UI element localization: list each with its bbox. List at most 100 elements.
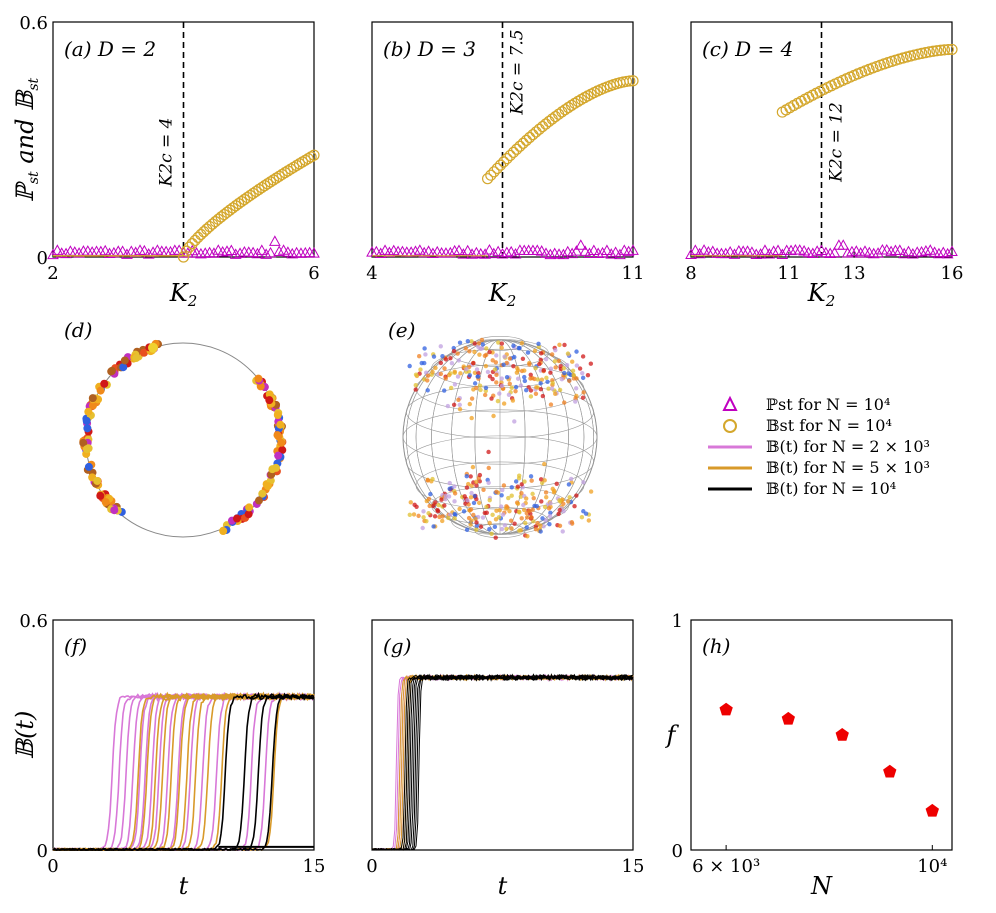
oscillator-point [507, 356, 513, 361]
oscillator-point [489, 396, 494, 401]
oscillator-point [486, 465, 491, 471]
y-tick-label: 0.6 [19, 611, 48, 632]
p-st-point [872, 247, 884, 258]
b-st-point [282, 165, 294, 177]
p-st-point [854, 247, 867, 258]
p-st-point [627, 244, 639, 255]
oscillator-point [424, 498, 430, 504]
b-t-series-line [371, 673, 634, 851]
p-st-point [492, 245, 504, 257]
oscillator-point [467, 349, 472, 354]
oscillator-point [132, 354, 141, 363]
oscillator-point [499, 341, 505, 346]
p-st-point [487, 247, 500, 259]
panel-d [79, 339, 287, 538]
p-st-point [431, 245, 444, 257]
oscillator-point [425, 478, 430, 483]
b-st-point [305, 151, 317, 163]
oscillator-point [567, 378, 572, 383]
b-t-series-line [371, 674, 634, 851]
oscillator-point [477, 352, 482, 357]
b-st-point [285, 163, 297, 175]
oscillator-point [560, 529, 565, 534]
oscillator-point [487, 374, 493, 379]
p-st-point [501, 246, 513, 258]
oscillator-point [516, 476, 522, 481]
oscillator-point [558, 364, 563, 369]
b-st-point [291, 159, 303, 172]
b-st-point [624, 75, 636, 87]
oscillator-point [550, 380, 555, 386]
x-tick-label: 4 [366, 263, 377, 284]
p-st-point [837, 239, 850, 250]
oscillator-point [468, 522, 473, 527]
oscillator-point [438, 371, 444, 377]
oscillator-point [277, 438, 286, 447]
p-st-point [763, 248, 776, 259]
b-st-point [267, 174, 279, 186]
p-st-point [693, 247, 706, 259]
oscillator-point [427, 503, 432, 509]
b-st-point [183, 241, 195, 253]
x-axis-label-sub: 2 [825, 292, 836, 310]
oscillator-point [543, 490, 549, 495]
p-st-point [73, 247, 85, 258]
y-tick-label: 0.6 [19, 13, 48, 34]
p-st-point [51, 244, 64, 255]
oscillator-point [522, 378, 528, 384]
oscillator-point [100, 379, 109, 388]
p-st-point [824, 247, 837, 259]
critical-label: K2c = 7.5 [508, 29, 528, 115]
b-st-point [520, 134, 532, 146]
p-st-point [785, 244, 797, 256]
p-st-point [142, 248, 155, 259]
panel-e [402, 335, 598, 540]
oscillator-point [524, 388, 529, 393]
oscillator-point [440, 353, 445, 359]
oscillator-point [443, 357, 449, 362]
b-st-point [253, 183, 265, 196]
oscillator-point [495, 398, 501, 404]
oscillator-point [439, 497, 444, 502]
p-st-point [574, 239, 587, 250]
oscillator-point [577, 366, 583, 371]
p-st-point [251, 247, 264, 259]
oscillator-point [537, 361, 542, 367]
oscillator-point [509, 385, 514, 391]
oscillator-point [493, 360, 499, 365]
b-t-series-line [371, 673, 634, 851]
oscillator-point [521, 507, 527, 513]
b-st-point [784, 102, 796, 114]
panel-g: 0 15 t [366, 673, 644, 900]
y-axis-label-b: 𝔹 [11, 89, 39, 111]
oscillator-point [464, 366, 469, 372]
p-st-point [208, 247, 220, 258]
panel-h-frame [690, 619, 953, 851]
oscillator-point [549, 386, 555, 391]
b-st-point [198, 226, 210, 238]
p-st-point [186, 244, 199, 256]
oscillator-point [465, 339, 471, 344]
oscillator-point [452, 382, 458, 387]
b-t-series-line [52, 694, 315, 851]
oscillator-point [510, 398, 516, 403]
x-axis-label: t [498, 872, 508, 900]
b-st-point [177, 251, 190, 263]
b-st-point [498, 156, 510, 168]
panel-e-label: (e) [388, 318, 415, 342]
b-t-series-line [372, 673, 634, 851]
oscillator-point [499, 376, 504, 381]
oscillator-point [464, 473, 469, 479]
oscillator-point [496, 340, 501, 345]
oscillator-point [533, 526, 539, 532]
b-st-point [566, 99, 578, 111]
oscillator-point [433, 365, 438, 371]
p-st-point [234, 247, 246, 258]
panel-h: 6 × 10³ 10⁴ 0 1 Nf [665, 611, 948, 900]
b-st-point [235, 195, 248, 208]
oscillator-point [497, 507, 502, 513]
b-st-point [279, 167, 291, 179]
oscillator-point [487, 497, 492, 503]
oscillator-point [451, 349, 457, 354]
b-st-point [244, 189, 256, 202]
